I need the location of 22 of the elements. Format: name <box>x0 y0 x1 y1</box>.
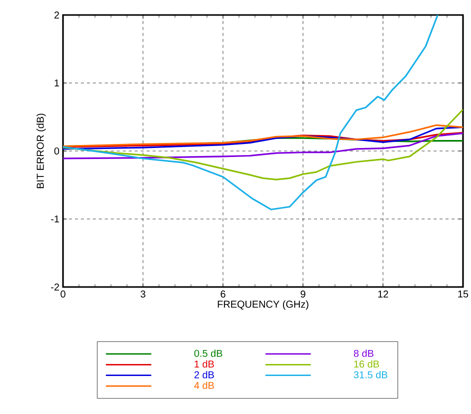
text: 31.5 dB <box>354 370 388 378</box>
x-axis-title: FREQUENCY (GHz) <box>218 300 308 310</box>
x-tick-label: 0 <box>60 290 66 298</box>
y-tick-label: -2 <box>51 284 59 290</box>
text: 16 dB <box>354 360 379 368</box>
y-tick-label: 1 <box>54 80 59 86</box>
text: 4 dB <box>194 382 214 389</box>
text: 8 dB <box>354 350 374 357</box>
text: 1 dB <box>194 360 214 368</box>
text: 0.5 dB <box>194 350 222 357</box>
y-tick-label: 2 <box>54 12 59 18</box>
x-tick-label: 15 <box>458 290 468 298</box>
x-tick-label: 6 <box>220 290 226 298</box>
text: 2 dB <box>194 370 214 378</box>
line-series <box>63 15 438 210</box>
y-tick-label: -1 <box>51 216 60 222</box>
line-series <box>63 132 464 160</box>
y-axis-title: BIT ERROR (dB) <box>36 114 46 188</box>
y-tick-label: 0 <box>54 147 60 155</box>
x-tick-label: 3 <box>140 290 146 298</box>
x-tick-label: 12 <box>378 290 388 298</box>
x-tick-label: 9 <box>300 290 306 298</box>
